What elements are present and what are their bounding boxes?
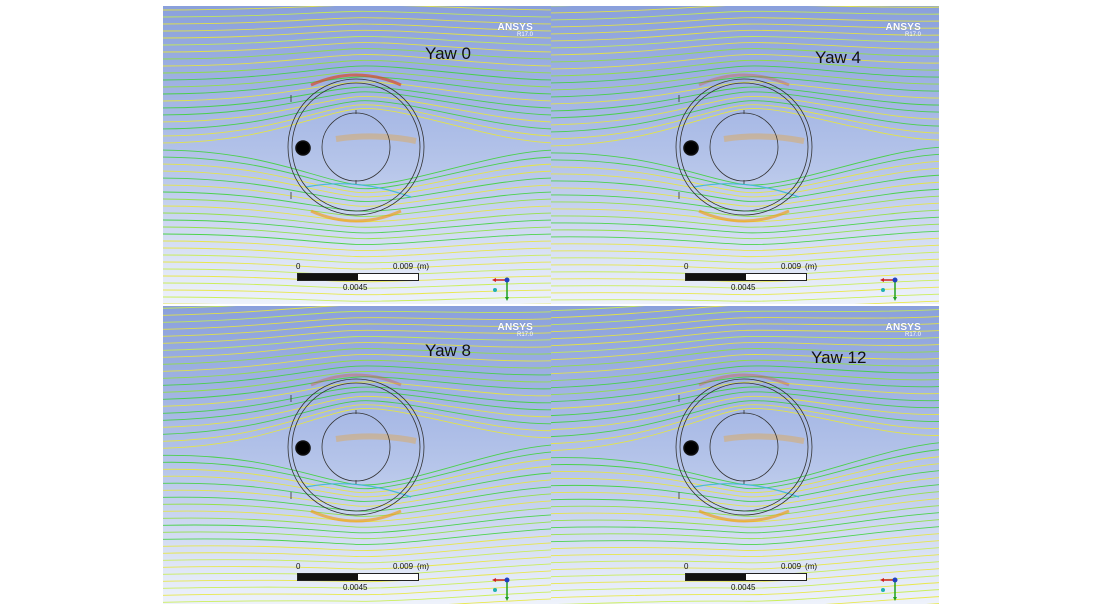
inner-flow xyxy=(723,133,805,144)
pressure-band-bottom xyxy=(310,209,402,223)
yaw-label: Yaw 8 xyxy=(425,341,471,360)
flow-field xyxy=(551,306,939,604)
panel-yaw-0: Yaw 0 ANSYS R17.0 0 0.009 (m) 0.0045 xyxy=(163,6,551,304)
wake-line xyxy=(305,483,412,498)
pressure-band-top xyxy=(698,73,790,87)
flow-field xyxy=(551,6,939,304)
scale-zero: 0 xyxy=(296,562,301,571)
probe-circle xyxy=(683,140,699,156)
streamlines xyxy=(551,306,939,604)
streamlines xyxy=(163,6,551,304)
axis-triad-icon xyxy=(880,577,898,601)
axis-triad-icon xyxy=(880,277,898,301)
yaw-label: Yaw 0 xyxy=(425,44,471,63)
scale-bar-graphic xyxy=(297,573,419,581)
panel-yaw-8: Yaw 8 ANSYS R17.0 0 0.009 (m) 0.0045 xyxy=(163,306,551,604)
scale-mid: 0.0045 xyxy=(343,583,368,592)
scale-mid: 0.0045 xyxy=(731,283,756,292)
wake-line xyxy=(693,183,800,198)
scale-bar-graphic xyxy=(685,573,807,581)
scale-zero: 0 xyxy=(684,262,689,271)
scale-max: 0.009 (m) xyxy=(781,562,818,571)
scale-bar: 0 0.009 (m) 0.0045 xyxy=(296,262,429,296)
scale-zero: 0 xyxy=(296,262,301,271)
scale-max: 0.009 (m) xyxy=(781,262,818,271)
pressure-band-top xyxy=(310,373,402,387)
inner-flow xyxy=(723,433,805,444)
probe-circle xyxy=(295,440,311,456)
axis-triad-icon xyxy=(492,277,510,301)
scale-bar-graphic xyxy=(685,273,807,281)
ansys-logo: ANSYS R17.0 xyxy=(885,22,921,38)
scale-max: 0.009 (m) xyxy=(393,562,430,571)
background xyxy=(163,306,551,604)
panel-yaw-12: Yaw 12 ANSYS R17.0 0 0.009 (m) 0.0045 xyxy=(551,306,939,604)
axis-triad-icon xyxy=(492,577,510,601)
ansys-logo: ANSYS R17.0 xyxy=(885,322,921,338)
pressure-band-bottom xyxy=(698,509,790,523)
scale-max: 0.009 (m) xyxy=(393,262,430,271)
streamlines xyxy=(163,306,551,604)
pressure-band-top xyxy=(310,73,402,87)
scale-mid: 0.0045 xyxy=(731,583,756,592)
wake-line xyxy=(693,483,800,498)
inner-flow xyxy=(335,433,417,444)
inner-flow xyxy=(335,133,417,144)
wake-line xyxy=(305,183,412,198)
yaw-label: Yaw 4 xyxy=(815,48,861,67)
probe-circle xyxy=(683,440,699,456)
streamlines xyxy=(551,6,939,304)
scale-bar-graphic xyxy=(297,273,419,281)
ansys-logo: ANSYS R17.0 xyxy=(497,22,533,38)
background xyxy=(551,6,939,304)
probe-circle xyxy=(295,140,311,156)
scale-bar: 0 0.009 (m) 0.0045 xyxy=(684,562,817,596)
flow-field xyxy=(163,306,551,604)
scale-zero: 0 xyxy=(684,562,689,571)
ansys-logo: ANSYS R17.0 xyxy=(497,322,533,338)
yaw-label: Yaw 12 xyxy=(811,348,867,367)
scale-bar: 0 0.009 (m) 0.0045 xyxy=(684,262,817,296)
panel-yaw-4: Yaw 4 ANSYS R17.0 0 0.009 (m) 0.0045 xyxy=(551,6,939,304)
flow-field xyxy=(163,6,551,304)
pressure-band-bottom xyxy=(698,209,790,223)
scale-bar: 0 0.009 (m) 0.0045 xyxy=(296,562,429,596)
scale-mid: 0.0045 xyxy=(343,283,368,292)
pressure-band-bottom xyxy=(310,509,402,523)
pressure-band-top xyxy=(698,373,790,387)
